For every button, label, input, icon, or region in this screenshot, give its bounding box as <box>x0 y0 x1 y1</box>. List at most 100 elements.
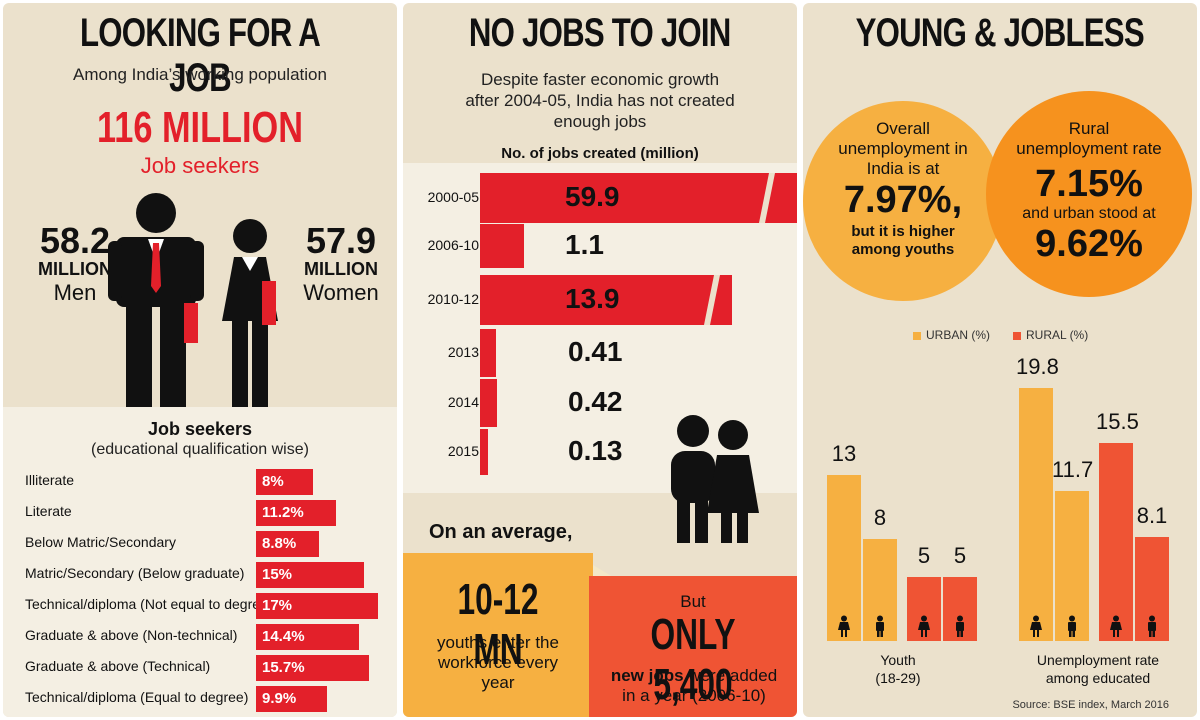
overall-unemployment-circle: Overall unemployment in India is at 7.97… <box>803 101 1003 301</box>
jobs-bar <box>480 329 496 377</box>
education-row: Graduate & above (Technical) 15.7% <box>3 654 397 682</box>
headline-label: Job seekers <box>140 153 260 178</box>
panel-title: NO JOBS TO JOIN <box>469 11 731 55</box>
jobs-year-label: 2006-10 <box>427 237 479 253</box>
education-row-label: Technical/diploma (Equal to degree) <box>25 689 249 705</box>
jobs-bar-value: 1.1 <box>565 229 604 260</box>
jobs-bar <box>480 275 732 325</box>
education-chart-area: Job seekers (educational qualification w… <box>3 407 397 717</box>
legend-urban: URBAN (%) <box>913 328 990 342</box>
unemployment-bar <box>943 577 977 641</box>
education-row-label: Literate <box>25 503 72 519</box>
education-bar <box>256 686 327 712</box>
unemployment-bar-value: 11.7 <box>1052 457 1094 482</box>
woman-figure-icon <box>222 219 278 407</box>
man-woman-illustration <box>108 193 278 407</box>
unemployment-bar <box>1135 537 1169 641</box>
education-row-label: Matric/Secondary (Below graduate) <box>25 565 245 581</box>
unemployment-bar <box>1019 388 1053 641</box>
woman-icon <box>918 615 930 637</box>
education-bar-value: 14.4% <box>262 628 305 645</box>
education-bar <box>256 469 313 495</box>
jobs-year-label: 2015 <box>447 443 479 459</box>
axis-break-icon <box>704 275 720 325</box>
source-note: Source: BSE index, March 2016 <box>1012 699 1169 711</box>
man-icon <box>956 615 964 637</box>
panel-subtitle: Despite faster economic growth after 200… <box>465 70 735 131</box>
average-label: On an average, <box>429 521 573 543</box>
jobs-bar-value: 0.13 <box>568 435 623 466</box>
panel-looking-for-a-job: LOOKING FOR A JOB Among India’s working … <box>3 3 397 717</box>
unemployment-bar-value: 15.5 <box>1096 409 1139 434</box>
unemployment-bar <box>1055 491 1089 641</box>
education-bar <box>256 624 359 650</box>
woman-icon <box>1030 615 1042 637</box>
legend-rural: RURAL (%) <box>1013 328 1088 342</box>
education-bar <box>256 655 369 681</box>
women-stat: 57.9 MILLION Women <box>303 220 379 306</box>
education-row-label: Graduate & above (Technical) <box>25 658 211 674</box>
education-bar-value: 15.7% <box>262 659 305 676</box>
jobs-year-label: 2010-12 <box>427 291 479 307</box>
new-jobs-box: But ONLY 5,400 new jobs were added in a … <box>589 576 797 717</box>
man-icon <box>876 615 884 637</box>
education-bar-value: 11.2% <box>262 504 304 521</box>
youth-workforce-box: 10-12 MN youths enter the workforce ever… <box>403 553 593 717</box>
panel-young-and-jobless: YOUNG & JOBLESS Overall unemployment in … <box>803 3 1197 717</box>
education-row: Graduate & above (Non-technical) 14.4% <box>3 623 397 651</box>
unemployment-bar-value: 8.1 <box>1136 503 1168 528</box>
education-bar-value: 17% <box>262 597 293 614</box>
education-row: Technical/diploma (Equal to degree) 9.9% <box>3 685 397 713</box>
man-icon <box>1148 615 1156 637</box>
jobs-bar-value: 59.9 <box>565 181 620 212</box>
education-bar-value: 15% <box>262 566 293 583</box>
unemployment-bar-value: 5 <box>953 543 967 568</box>
education-row-label: Illiterate <box>25 472 75 488</box>
panel-subtitle: Among India’s working population <box>73 65 327 84</box>
jobs-bar <box>480 224 524 268</box>
jobs-bar <box>480 173 797 223</box>
woman-icon <box>1110 615 1122 637</box>
education-row-label: Technical/diploma (Not equal to degree) <box>25 596 273 612</box>
education-row: Literate 11.2% <box>3 499 397 527</box>
men-stat: 58.2 MILLION Men <box>38 220 112 306</box>
headline-value: 116 MILLION <box>97 103 303 152</box>
education-row: Technical/diploma (Not equal to degree) 1… <box>3 592 397 620</box>
education-bar <box>256 593 378 619</box>
couple-icon <box>671 415 759 543</box>
unemployment-bar <box>827 475 861 641</box>
panel-title: LOOKING FOR A JOB <box>79 11 321 100</box>
jobs-year-label: 2014 <box>447 394 479 410</box>
jobs-bar-value: 0.42 <box>568 386 623 417</box>
man-icon <box>1068 615 1076 637</box>
education-bar-value: 9.9% <box>262 690 297 707</box>
panel-no-jobs-to-join: NO JOBS TO JOIN Despite faster economic … <box>403 3 797 717</box>
group-label-youth: Youth (18-29) <box>875 652 921 686</box>
education-row: Illiterate 8% <box>3 468 397 496</box>
axis-break-icon <box>759 173 775 223</box>
unemployment-bar-value: 13 <box>831 441 857 466</box>
woman-icon <box>838 615 850 637</box>
group-label-educated: Unemployment rate among educated <box>1036 652 1160 686</box>
education-row: Matric/Secondary (Below graduate) 15% <box>3 561 397 589</box>
education-bar-value: 8.8% <box>262 535 297 552</box>
education-bar <box>256 500 336 526</box>
jobs-year-label: 2000-05 <box>427 189 479 205</box>
unemployment-bar-value: 19.8 <box>1016 354 1059 379</box>
jobs-bar <box>480 429 488 475</box>
unemployment-bar-value: 5 <box>917 543 931 568</box>
jobs-year-label: 2013 <box>447 344 479 360</box>
jobs-bar <box>480 379 497 427</box>
education-row: Below Matric/Secondary 8.8% <box>3 530 397 558</box>
education-chart-title: Job seekers <box>147 419 253 439</box>
unemployment-bar <box>863 539 897 641</box>
education-bar <box>256 531 319 557</box>
unemployment-bar-value: 8 <box>873 505 887 530</box>
jobs-bar-value: 0.41 <box>568 336 623 367</box>
unemployment-bar <box>907 577 941 641</box>
unemployment-bar <box>1099 443 1133 641</box>
man-figure-icon <box>108 193 204 407</box>
education-chart-subtitle: (educational qualification wise) <box>91 441 309 458</box>
education-row-label: Graduate & above (Non-technical) <box>25 627 238 643</box>
panel-title: YOUNG & JOBLESS <box>855 11 1145 55</box>
